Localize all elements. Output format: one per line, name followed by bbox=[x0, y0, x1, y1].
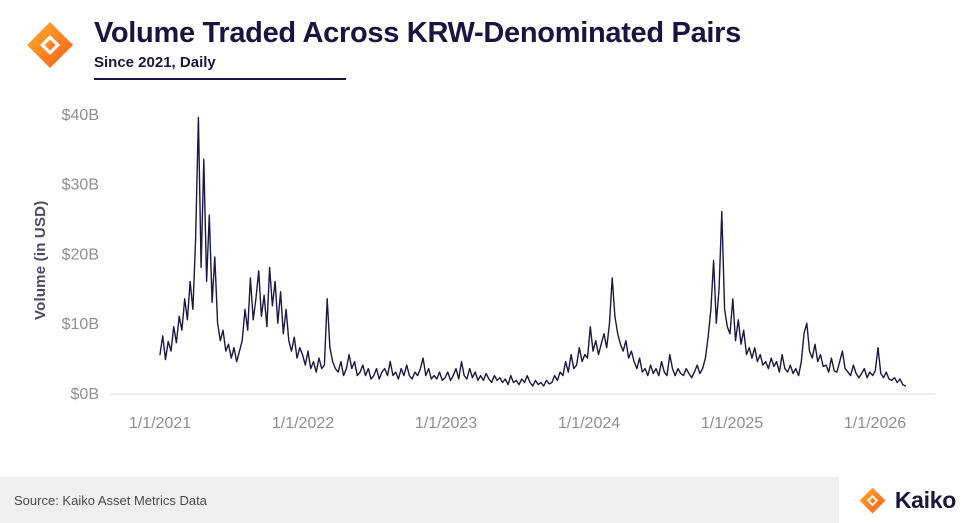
source-note: Source: Kaiko Asset Metrics Data bbox=[14, 492, 207, 508]
y-axis-tick-label: $40B bbox=[62, 107, 99, 124]
kaiko-wordmark: Kaiko bbox=[894, 486, 956, 513]
y-axis-tick-label: $10B bbox=[62, 316, 99, 333]
x-axis-tick-label: 1/1/2023 bbox=[415, 415, 477, 432]
subtitle-underline bbox=[94, 77, 346, 80]
kaiko-brand: Kaiko bbox=[838, 477, 976, 523]
volume-line-series bbox=[159, 116, 907, 387]
x-axis-tick-label: 1/1/2022 bbox=[272, 415, 334, 432]
x-axis-tick-label: 1/1/2025 bbox=[701, 415, 763, 432]
x-axis-tick-label: 1/1/2024 bbox=[558, 415, 620, 432]
chart-subtitle: Since 2021, Daily bbox=[94, 53, 216, 71]
footer: Source: Kaiko Asset Metrics Data Kaiko bbox=[0, 477, 976, 523]
header: Volume Traded Across KRW-Denominated Pai… bbox=[26, 17, 741, 80]
y-axis-tick-label: $30B bbox=[62, 177, 99, 194]
y-axis-tick-label: $20B bbox=[62, 246, 99, 263]
volume-line-chart: $0B $10B $20B $30B $40B 1/1/2021 1/1/2022 1/1/2… bbox=[62, 107, 935, 432]
x-axis-tick-label: 1/1/2021 bbox=[129, 415, 191, 432]
y-axis-tick-label: $0B bbox=[71, 386, 99, 403]
y-axis-label: Volume (in USD) bbox=[32, 200, 49, 320]
kaiko-logo-icon bbox=[27, 22, 73, 68]
x-axis-tick-label: 1/1/2026 bbox=[844, 415, 906, 432]
chart-title: Volume Traded Across KRW-Denominated Pai… bbox=[94, 17, 741, 49]
title-block: Volume Traded Across KRW-Denominated Pai… bbox=[94, 17, 741, 80]
kaiko-logo-icon bbox=[859, 487, 886, 513]
